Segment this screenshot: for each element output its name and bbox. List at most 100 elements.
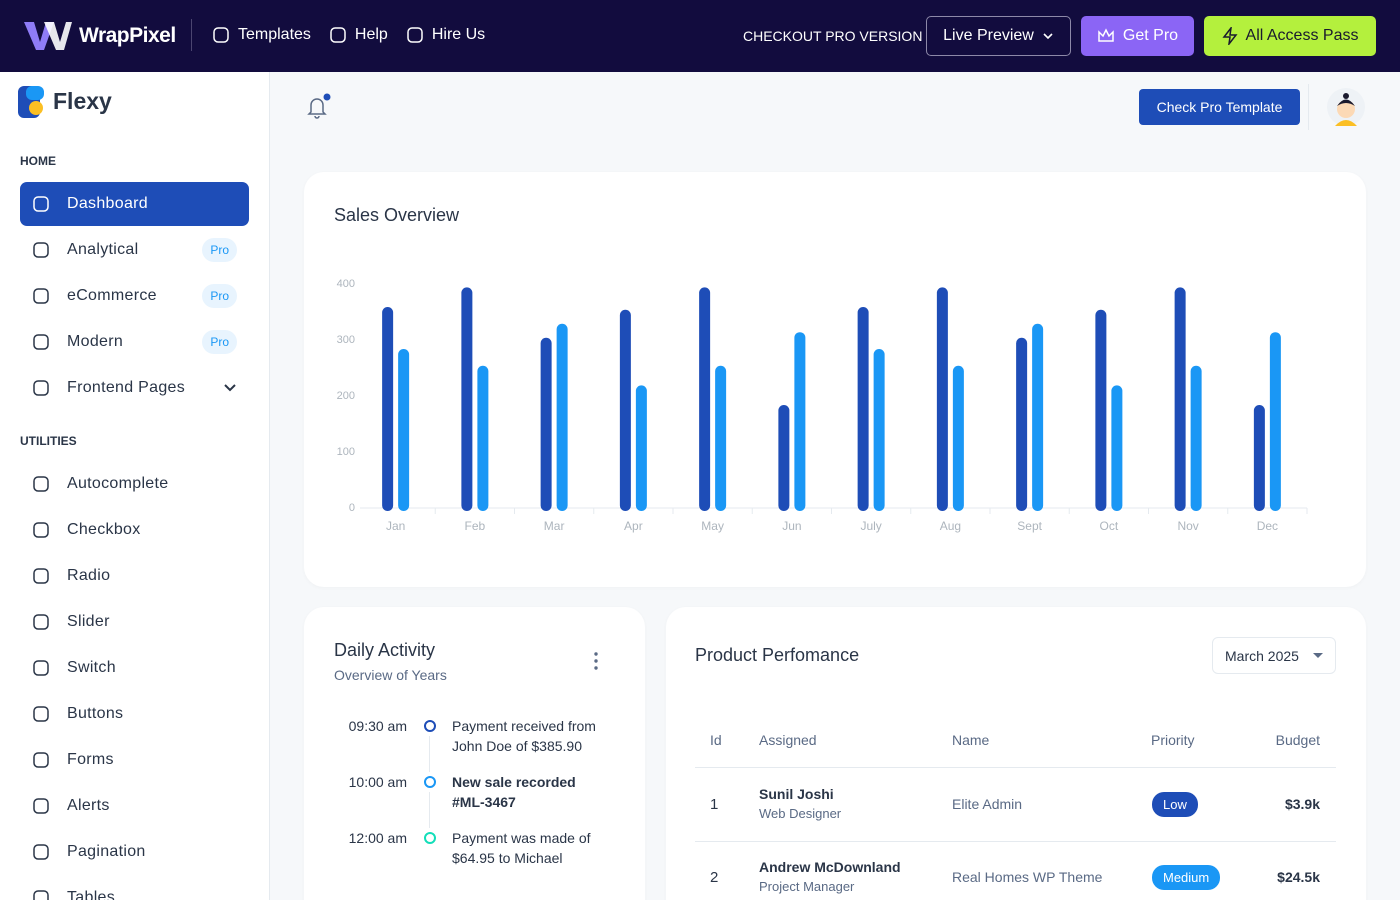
menu-item[interactable]: Alerts	[20, 784, 249, 828]
sales-overview-card: Sales Overview 0 100 200 300 400 Jan Feb Mar Apr…	[304, 172, 1366, 587]
icon	[33, 334, 49, 350]
menu-item[interactable]: Checkbox	[20, 508, 249, 552]
icon-shape	[33, 706, 49, 722]
menu-item[interactable]: Modern Pro	[20, 320, 249, 364]
menu-item[interactable]: Buttons	[20, 692, 249, 736]
menu-item[interactable]: Switch	[20, 646, 249, 690]
more-menu[interactable]	[590, 651, 602, 671]
menu-item[interactable]: Frontend Pages	[20, 366, 249, 410]
avatar[interactable]	[1327, 88, 1365, 126]
x-tick-label: Dec	[1257, 519, 1278, 533]
column-header: Priority	[1151, 732, 1195, 748]
icon-shape	[213, 27, 229, 43]
menu-label[interactable]: Tables	[67, 889, 116, 900]
column-header: Budget	[1275, 732, 1320, 748]
menu-item[interactable]: Radio	[20, 554, 249, 598]
select-value[interactable]: March 2025	[1225, 647, 1299, 664]
menu-label[interactable]: Alerts	[67, 797, 110, 814]
brand-name[interactable]: WrapPixel	[79, 24, 176, 47]
nav-link[interactable]: Hire Us	[406, 26, 485, 44]
menu-label[interactable]: Dashboard	[67, 195, 148, 212]
bar	[1095, 309, 1107, 511]
menu-label[interactable]: Buttons	[67, 705, 124, 722]
activity-item: 12:00 am Payment was made of $64.95 to Mi…	[304, 828, 645, 868]
pro-badge: Pro	[202, 238, 237, 262]
icon-shape	[33, 890, 49, 900]
notification-bell[interactable]	[305, 92, 335, 122]
menu-item[interactable]: Slider	[20, 600, 249, 644]
cell-budget: $3.9k	[1284, 796, 1320, 812]
icon-shape	[33, 476, 49, 492]
menu-item[interactable]: Autocomplete	[20, 462, 249, 506]
nav-link-label[interactable]: Templates	[238, 26, 311, 43]
icon	[33, 706, 49, 722]
menu-label[interactable]: Checkbox	[67, 521, 141, 538]
column-header: Assigned	[759, 732, 817, 748]
timeline-dot	[424, 832, 436, 844]
month-select[interactable]: March 2025	[1212, 637, 1336, 674]
bar	[398, 349, 410, 511]
icon-shape	[33, 568, 49, 584]
menu-item[interactable]: Forms	[20, 738, 249, 782]
all-access-button[interactable]: All Access Pass	[1204, 16, 1376, 56]
nav-link[interactable]: Help	[329, 26, 388, 44]
bar	[873, 349, 885, 511]
live-preview-button[interactable]: Live Preview	[926, 16, 1071, 56]
nav-link-label[interactable]: Hire Us	[431, 26, 486, 43]
icon-shape	[33, 288, 49, 304]
get-pro-button[interactable]: Get Pro	[1081, 16, 1194, 56]
card-title: Product Perfomance	[695, 645, 860, 665]
bar	[1269, 332, 1281, 511]
all-access-label[interactable]: All Access Pass	[1245, 27, 1359, 44]
icon	[33, 798, 49, 814]
x-tick-label: Sept	[1017, 519, 1042, 533]
menu-item[interactable]: eCommerce Pro	[20, 274, 249, 318]
brand-logo	[24, 22, 72, 50]
live-preview-label[interactable]: Live Preview	[943, 27, 1034, 44]
x-tick-label: Apr	[624, 519, 643, 533]
priority-badge: Low	[1152, 792, 1198, 817]
get-pro-label[interactable]: Get Pro	[1122, 27, 1179, 44]
bar	[857, 307, 869, 511]
icon-shape	[33, 196, 49, 212]
menu-label[interactable]: Pagination	[67, 843, 146, 860]
menu-label[interactable]: Modern	[67, 333, 124, 350]
checkout-link[interactable]: CHECKOUT PRO VERSION	[743, 28, 922, 44]
nav-link[interactable]: Templates	[212, 26, 311, 44]
timeline-marker	[407, 716, 452, 772]
x-tick-label: Feb	[465, 519, 486, 533]
bar	[778, 405, 790, 511]
bar	[619, 309, 631, 511]
y-tick-label: 100	[337, 446, 355, 458]
bar	[382, 307, 394, 511]
nav-link-label[interactable]: Help	[354, 26, 388, 43]
menu-label[interactable]: Slider	[67, 613, 110, 630]
icon	[330, 27, 346, 43]
cell-role: Web Designer	[759, 806, 842, 821]
timeline-line	[429, 736, 430, 772]
menu-label[interactable]: eCommerce	[67, 287, 157, 304]
bar	[952, 365, 964, 511]
activity-text: Payment was made of $64.95 to Michael	[452, 830, 591, 866]
menu-label[interactable]: Forms	[67, 751, 114, 768]
menu-item[interactable]: Dashboard	[20, 182, 249, 226]
menu-label[interactable]: Autocomplete	[67, 475, 169, 492]
check-pro-label[interactable]: Check Pro Template	[1156, 99, 1283, 115]
bar	[794, 332, 806, 511]
check-pro-button[interactable]: Check Pro Template	[1139, 89, 1300, 125]
cell-role: Project Manager	[759, 879, 855, 894]
row-rule	[695, 841, 1336, 842]
checkout-text[interactable]: CHECKOUT PRO VERSION	[743, 28, 923, 44]
icon-shape	[330, 27, 346, 43]
menu-item[interactable]: Pagination	[20, 830, 249, 874]
sidebar-brand[interactable]: Flexy	[53, 88, 112, 114]
crown-icon	[1098, 28, 1114, 42]
icon-shape	[33, 752, 49, 768]
menu-label[interactable]: Analytical	[67, 241, 139, 258]
menu-item[interactable]: Analytical Pro	[20, 228, 249, 272]
menu-label[interactable]: Radio	[67, 567, 111, 584]
chevron-icon	[1043, 33, 1053, 40]
menu-item[interactable]: Tables	[20, 876, 249, 900]
menu-label[interactable]: Switch	[67, 659, 116, 676]
menu-label[interactable]: Frontend Pages	[67, 379, 186, 396]
